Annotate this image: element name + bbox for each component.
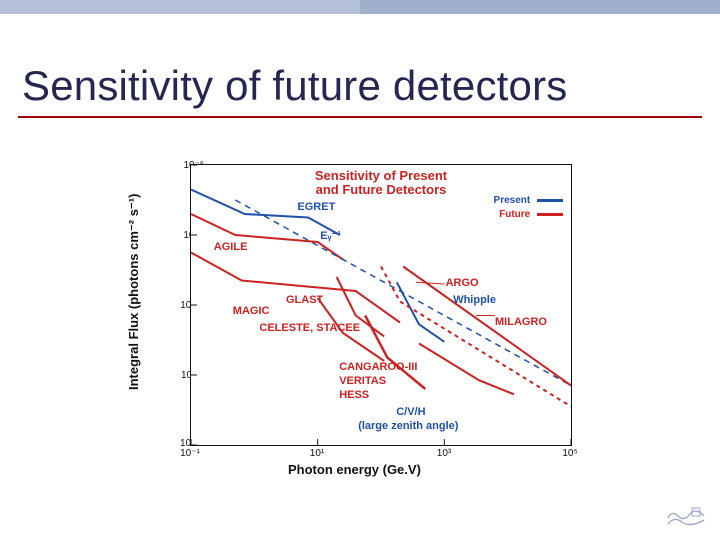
label-cvh: C/V/H	[396, 406, 425, 418]
x-axis-label: Photon energy (Ge.V)	[288, 462, 421, 477]
label-agile: AGILE	[214, 241, 248, 253]
label-egret: EGRET	[297, 201, 335, 213]
label-celeste: CELESTE, STACEE	[259, 322, 360, 334]
xtick-3: 10⁵	[550, 448, 590, 459]
slide-title: Sensitivity of future detectors	[22, 62, 567, 110]
label-cangaroo: CANGAROO-III	[339, 361, 417, 373]
label-veritas: VERITAS	[339, 375, 386, 387]
plot-area: Sensitivity of Present and Future Detect…	[190, 164, 572, 446]
slide: Sensitivity of future detectors Integral…	[0, 0, 720, 540]
sensitivity-chart: Integral Flux (photons cm⁻² s⁻¹) Photon …	[120, 150, 590, 490]
xtick-2: 10³	[424, 448, 464, 459]
label-argo: ARGO	[446, 277, 479, 289]
label-whipple: Whipple	[453, 294, 496, 306]
series-ARGO_leader	[416, 282, 445, 284]
title-underline	[18, 116, 702, 118]
corner-decor-icon	[666, 504, 706, 530]
label-egam: Eᵧ⁻¹	[320, 229, 341, 242]
series-GLAST	[191, 253, 400, 323]
label-hess: HESS	[339, 389, 369, 401]
decoration-top-band-inner	[360, 0, 720, 14]
label-glast: GLAST	[286, 294, 323, 306]
series-CVH_wide	[419, 344, 514, 395]
label-lza: (large zenith angle)	[358, 420, 458, 432]
label-milagro: MILAGRO	[495, 316, 547, 328]
xtick-1: 10¹	[297, 448, 337, 459]
y-axis-label: Integral Flux (photons cm⁻² s⁻¹)	[126, 194, 142, 390]
label-magic: MAGIC	[233, 305, 270, 317]
decoration-top-band	[0, 0, 720, 14]
xtick-0: 10⁻¹	[170, 448, 210, 459]
